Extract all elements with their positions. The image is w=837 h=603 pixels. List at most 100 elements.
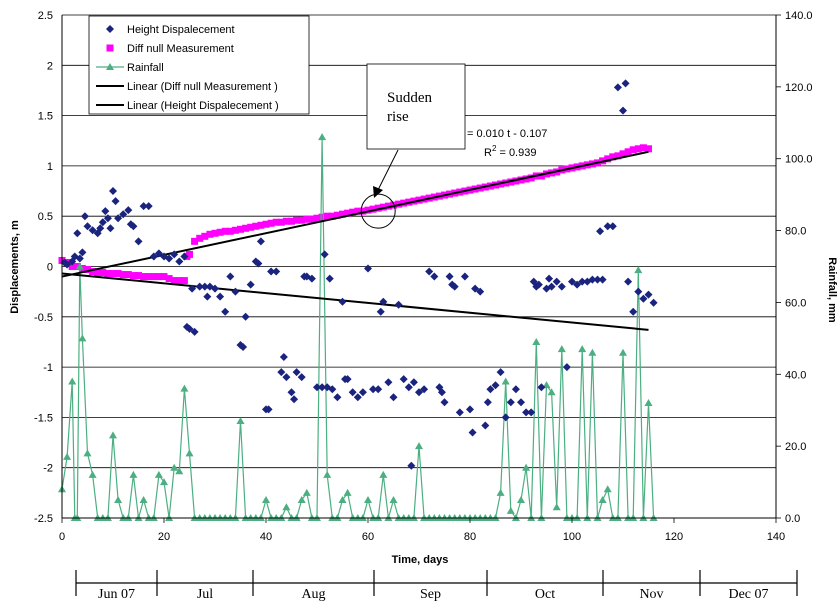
rainfall-line bbox=[61, 137, 655, 520]
rainfall-point bbox=[185, 449, 194, 457]
height-displacement-point bbox=[644, 290, 653, 299]
legend-box bbox=[88, 15, 310, 115]
rainfall-point bbox=[634, 266, 643, 274]
height-displacement-point bbox=[573, 280, 582, 289]
height-displacement-point bbox=[246, 280, 255, 289]
height-displacement-point bbox=[425, 267, 434, 276]
diff-null-point bbox=[517, 176, 525, 184]
rainfall-point bbox=[236, 416, 245, 424]
height-displacement-point bbox=[307, 274, 316, 283]
height-displacement-point bbox=[389, 393, 398, 402]
height-displacement-point bbox=[534, 280, 543, 289]
height-displacement-point bbox=[211, 284, 219, 293]
x-tick-label: 140 bbox=[767, 531, 785, 543]
rainfall-point bbox=[109, 431, 117, 439]
diff-null-point bbox=[252, 222, 260, 230]
y-tick-label: 1.5 bbox=[38, 111, 53, 123]
legend-entry-label: Linear (Height Dispalecement ) bbox=[127, 100, 279, 112]
diff-null-point bbox=[277, 218, 285, 226]
height-displacement-point bbox=[547, 282, 556, 291]
rainfall-point bbox=[75, 262, 84, 270]
diff-null-point bbox=[99, 269, 107, 277]
diff-null-point bbox=[634, 145, 642, 153]
rainfall-point bbox=[517, 496, 525, 504]
diff-null-point bbox=[537, 172, 545, 180]
diff-null-point bbox=[339, 210, 346, 218]
height-displacement-point bbox=[578, 277, 587, 286]
diff-null-point bbox=[267, 219, 275, 227]
diff-null-point bbox=[175, 277, 183, 285]
rainfall-point bbox=[78, 334, 87, 342]
height-displacement-point bbox=[364, 264, 372, 273]
annotation-arrow-shaft bbox=[377, 149, 399, 191]
rainfall-point bbox=[619, 348, 627, 356]
diff-null-point bbox=[609, 153, 617, 161]
rainfall-point bbox=[160, 478, 168, 486]
height-displacement-point bbox=[165, 254, 174, 263]
diff-null-point bbox=[124, 271, 132, 279]
rainfall-point bbox=[379, 470, 388, 478]
height-displacement-point bbox=[292, 368, 301, 377]
series-layer bbox=[58, 79, 658, 521]
y-tick-label: -2.5 bbox=[34, 513, 53, 525]
legend-marker-height bbox=[106, 25, 114, 33]
diff-null-point bbox=[140, 273, 148, 281]
height-displacement-point bbox=[486, 385, 495, 394]
height-displacement-point bbox=[267, 267, 276, 276]
month-label: Jun 07 bbox=[98, 587, 135, 602]
legend-entry-label: Height Dispalecement bbox=[127, 24, 235, 36]
height-displacement-point bbox=[468, 428, 477, 437]
diff-null-point bbox=[211, 229, 219, 237]
height-displacement-point bbox=[96, 224, 105, 233]
diff-null-point bbox=[68, 263, 76, 270]
rainfall-point bbox=[338, 496, 347, 504]
height-displacement-point bbox=[175, 257, 184, 266]
month-label: Dec 07 bbox=[728, 587, 768, 602]
rainfall-point bbox=[175, 467, 184, 475]
rainfall-point bbox=[364, 496, 372, 504]
height-displacement-point bbox=[460, 272, 469, 281]
height-displacement-point bbox=[328, 385, 337, 394]
rainfall-point bbox=[603, 485, 612, 493]
diff-null-point bbox=[129, 272, 137, 280]
height-displacement-point bbox=[527, 408, 536, 417]
y-tick-label: -2 bbox=[43, 463, 53, 475]
height-displacement-point bbox=[78, 248, 87, 257]
x-tick-label: 100 bbox=[563, 531, 581, 543]
height-displacement-point bbox=[343, 375, 352, 384]
height-displacement-point bbox=[603, 222, 612, 231]
height-displacement-point bbox=[88, 226, 97, 235]
height-displacement-point bbox=[287, 388, 296, 397]
y2-tick-label: 120.0 bbox=[785, 82, 813, 94]
rainfall-point bbox=[588, 348, 597, 356]
rainfall-point bbox=[282, 503, 291, 511]
height-displacement-point bbox=[624, 277, 633, 286]
height-displacement-point bbox=[144, 202, 153, 211]
rainfall-point bbox=[318, 133, 327, 141]
height-displacement-point bbox=[619, 106, 627, 115]
annotation-box bbox=[366, 63, 466, 150]
diff-null-point bbox=[150, 273, 158, 281]
legend-entry-label: Rainfall bbox=[127, 62, 164, 74]
diff-null-point bbox=[237, 225, 244, 233]
y2-tick-label: 0.0 bbox=[785, 513, 800, 525]
y-tick-label: -1.5 bbox=[34, 412, 53, 424]
diff-null-point bbox=[206, 230, 214, 238]
height-displacement-point bbox=[63, 260, 72, 269]
height-displacement-point bbox=[593, 275, 602, 284]
diff-null-point bbox=[114, 270, 122, 278]
trend-r-squared: R2 = 0.939 bbox=[484, 144, 536, 159]
diff-null-point bbox=[73, 263, 81, 270]
month-timeline: Jun 07 Jul Aug Sep Oct Nov Dec 07 bbox=[75, 570, 798, 602]
height-displacement-point bbox=[297, 373, 306, 382]
height-displacement-point bbox=[101, 207, 110, 216]
height-displacement-point bbox=[598, 275, 607, 284]
rainfall-point bbox=[598, 496, 607, 504]
height-displacement-point bbox=[522, 408, 531, 417]
height-displacement-point bbox=[374, 385, 383, 394]
rainfall-point bbox=[180, 384, 189, 392]
height-displacement-point bbox=[256, 237, 265, 246]
rainfall-point bbox=[88, 470, 97, 478]
diff-null-point bbox=[170, 277, 178, 285]
height-displacement-point bbox=[348, 388, 357, 397]
